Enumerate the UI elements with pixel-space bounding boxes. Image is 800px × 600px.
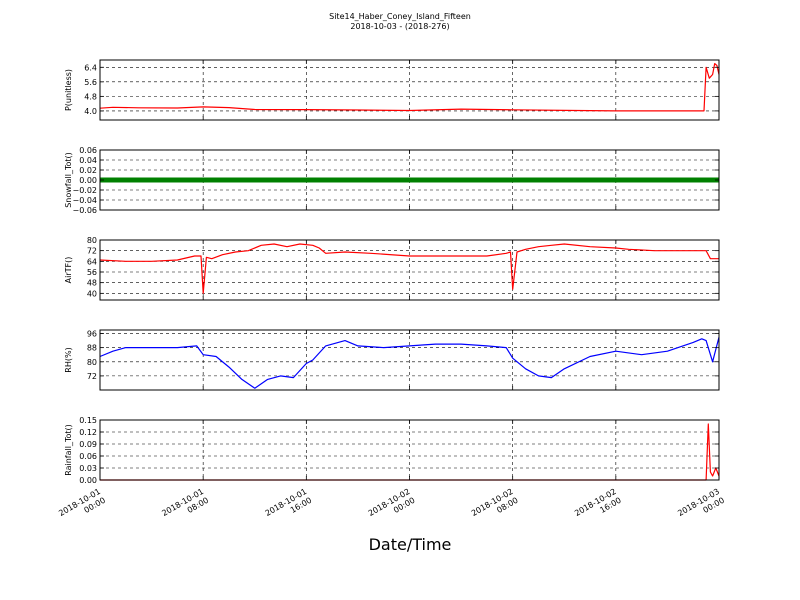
y-tick-label: 48 (87, 279, 97, 288)
panel-4: 96 88 80 72 RH(%) (64, 329, 720, 391)
y-axis-label: AirTF() (64, 257, 73, 284)
series-line (99, 336, 720, 389)
y-axis-label: Rainfall_Tot() (64, 424, 73, 476)
y-tick-label: −0.02 (72, 186, 97, 195)
y-axis-label: RH(%) (64, 347, 73, 372)
y-tick-label: 0.06 (79, 146, 97, 155)
y-tick-label: 5.6 (84, 78, 97, 87)
y-tick-label: 4.8 (84, 92, 97, 101)
y-tick-label: 80 (87, 358, 97, 367)
x-tick-label: 2018-10-0116:00 (264, 487, 314, 527)
y-tick-label: 6.4 (84, 63, 97, 72)
y-tick-label: 0.00 (79, 476, 97, 485)
chart-subtitle: 2018-10-03 - (2018-276) (350, 22, 449, 31)
x-tick-label: 2018-10-0200:00 (367, 487, 417, 527)
panel-1: 4.0 4.8 5.6 6.4 P(unitless) (64, 59, 720, 121)
y-tick-label: 0.06 (79, 452, 97, 461)
y-tick-label: 56 (87, 268, 97, 277)
y-tick-label: −0.06 (72, 206, 97, 215)
x-axis-label: Date/Time (369, 535, 452, 554)
y-tick-label: 88 (87, 344, 97, 353)
x-tick-label: 2018-10-0216:00 (573, 487, 623, 527)
series-line (99, 62, 720, 112)
y-axis-label: Snowfall_Tot() (64, 152, 73, 208)
chart-title: Site14_Haber_Coney_Island_Fifteen (329, 12, 471, 21)
y-tick-label: 0.03 (79, 464, 97, 473)
y-tick-label: 96 (87, 330, 97, 339)
y-tick-label: 80 (87, 236, 97, 245)
y-tick-label: 64 (87, 257, 97, 266)
y-tick-label: 0.00 (79, 176, 97, 185)
x-tick-label: 2018-10-0100:00 (57, 487, 107, 527)
panels: 4.04.85.66.4P(unitless)0.060.040.020.00−… (57, 59, 726, 527)
x-tick-label: 2018-10-0300:00 (676, 487, 726, 527)
series-line (99, 243, 719, 294)
x-tick-label: 2018-10-0108:00 (160, 487, 210, 527)
y-axis-label: P(unitless) (64, 69, 73, 111)
y-tick-label: 4.0 (84, 107, 97, 116)
y-tick-label: 40 (87, 289, 97, 298)
y-tick-label: 72 (87, 247, 97, 256)
x-tick-label: 2018-10-0208:00 (470, 487, 520, 527)
y-tick-label: 72 (87, 372, 97, 381)
y-tick-label: −0.04 (72, 196, 97, 205)
y-tick-label: 0.12 (79, 428, 97, 437)
panel-2: 0.060.040.020.00−0.02−0.04−0.06Snowfall_… (64, 146, 720, 215)
y-tick-label: 0.02 (79, 166, 97, 175)
y-tick-label: 0.09 (79, 440, 97, 449)
panel-5: 0.15 0.12 0.09 0.06 0.03 0.00 Rainfall_Tot() (64, 416, 720, 485)
y-tick-label: 0.15 (79, 416, 97, 425)
y-tick-label: 0.04 (79, 156, 97, 165)
